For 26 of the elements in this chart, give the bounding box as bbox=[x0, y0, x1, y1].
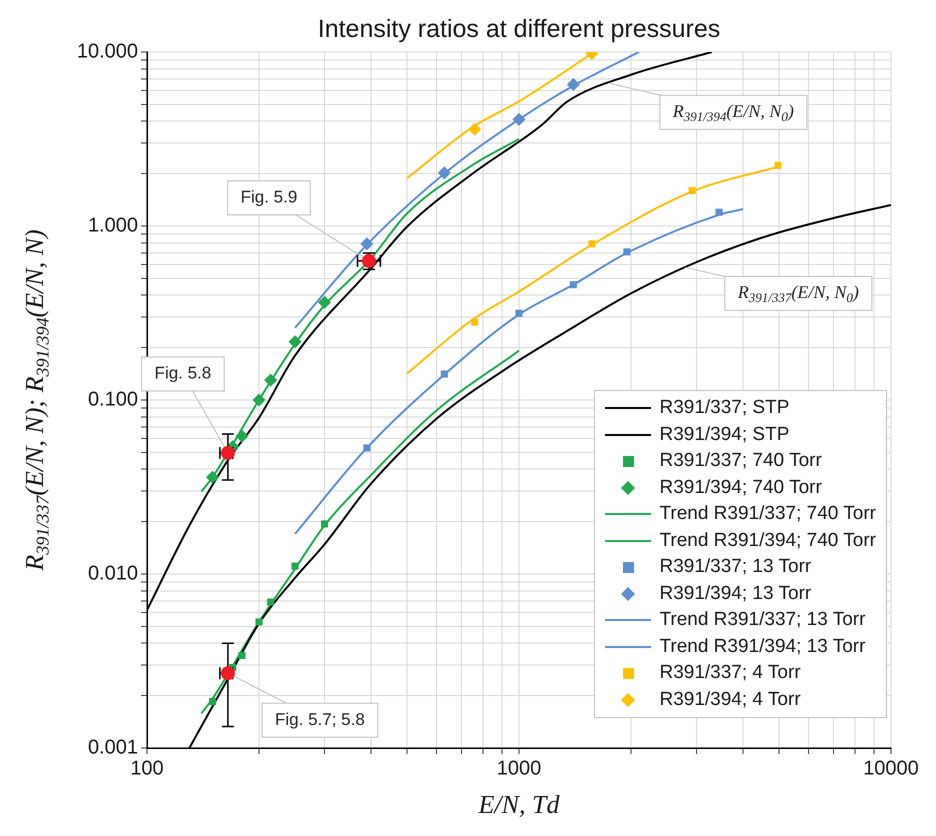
legend-label: R391/337; 740 Torr bbox=[659, 450, 822, 472]
chart-title: Intensity ratios at different pressures bbox=[318, 14, 720, 43]
legend-label: R391/394; 4 Torr bbox=[659, 688, 801, 711]
annotation: Fig. 5.9 bbox=[240, 188, 298, 207]
legend-label: Trend R391/394; 13 Torr bbox=[659, 636, 866, 658]
legend-label: Trend R391/337; 740 Torr bbox=[659, 503, 876, 526]
x-axis-title: E/N, Td bbox=[478, 790, 560, 819]
annotation: Fig. 5.8 bbox=[154, 364, 212, 383]
y-tick-label: 1.000 bbox=[88, 214, 138, 237]
legend-label: R391/394; STP bbox=[659, 424, 790, 446]
y-axis-title: R391/337(E/N, N); R391/394(E/N, N) bbox=[20, 229, 53, 572]
y-tick-label: 10.000 bbox=[76, 40, 138, 63]
legend-label: R391/337; 4 Torr bbox=[659, 662, 801, 684]
x-tick-label: 1000 bbox=[496, 758, 542, 780]
y-tick-label: 0.100 bbox=[88, 388, 138, 411]
legend-label: R391/394; 740 Torr bbox=[659, 476, 822, 499]
annotation: Fig. 5.7; 5.8 bbox=[275, 710, 365, 729]
legend-label: Trend R391/394; 740 Torr bbox=[659, 530, 876, 552]
y-tick-label: 0.001 bbox=[88, 736, 138, 759]
x-tick-label: 10000 bbox=[863, 758, 919, 780]
x-tick-label: 100 bbox=[130, 758, 164, 780]
legend-label: R391/394; 13 Torr bbox=[659, 582, 812, 605]
legend-label: R391/337; STP bbox=[659, 397, 790, 420]
legend-label: Trend R391/337; 13 Torr bbox=[659, 609, 866, 632]
y-tick-label: 0.010 bbox=[88, 562, 138, 585]
legend-label: R391/337; 13 Torr bbox=[659, 556, 812, 578]
